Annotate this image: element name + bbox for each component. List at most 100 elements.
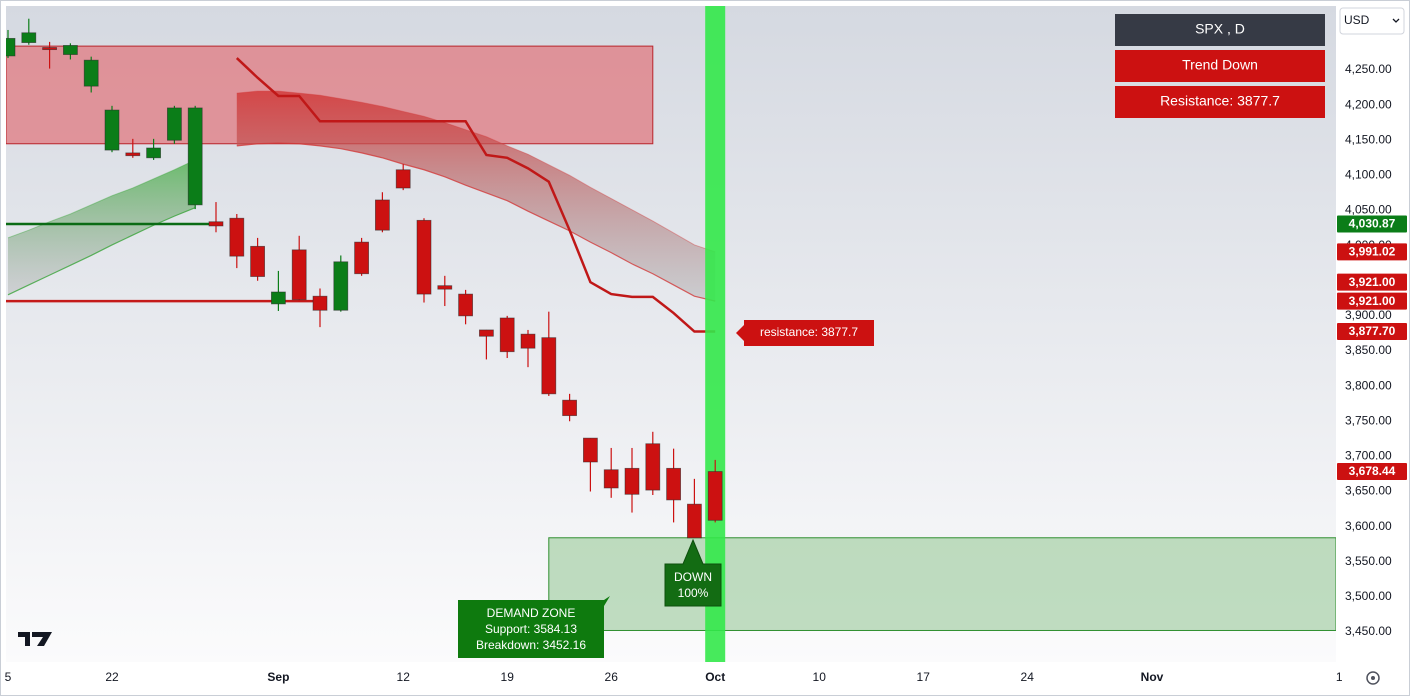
cloud-edge [236,142,716,302]
y-tick-label: 3,550.00 [1345,554,1392,568]
currency-label: USD [1344,13,1370,27]
x-tick-label: 17 [917,670,931,684]
price-tag-label: 3,877.70 [1349,324,1396,338]
x-tick-label: Nov [1141,670,1164,684]
settings-icon[interactable] [1366,671,1380,685]
candle-body [21,32,37,44]
settings-icon-center [1371,676,1375,680]
candle-body [270,291,286,305]
candle-body [478,329,494,337]
candle-body [437,285,453,290]
y-tick-label: 4,250.00 [1345,62,1392,76]
x-tick-label: 10 [813,670,827,684]
y-tick-label: 3,650.00 [1345,484,1392,498]
time-axis-background [1,662,1409,695]
signal-box [664,538,722,607]
y-tick-label: 3,600.00 [1345,519,1392,533]
signal-label: 100% [678,586,709,600]
candle-body [520,333,536,349]
candle-body [6,37,16,57]
logo [18,632,52,646]
chevron-icon [1392,18,1400,23]
x-tick-label: 22 [105,670,119,684]
x-tick-label: 1 [1336,670,1343,684]
candle-body [395,169,411,189]
candle-body [208,221,224,227]
price-tag [1337,292,1407,310]
cloud-edge [7,159,196,239]
candle-body [125,152,141,157]
y-tick-label: 3,800.00 [1345,378,1392,392]
candle-body [666,467,681,501]
trend-label: Trend Down [1182,57,1258,73]
x-tick-label: Oct [705,670,725,684]
resistance-line [235,57,716,333]
x-tick-label: 12 [397,670,411,684]
y-tick-label: 3,500.00 [1345,589,1392,603]
candle-body [374,199,390,231]
candle-body [562,399,577,417]
candle-body [541,337,557,395]
demand-zone-breakdown: Breakdown: 3452.16 [476,638,586,652]
candle-body [187,107,203,206]
price-tag-label: 3,678.44 [1349,464,1396,478]
candle-body [333,261,349,311]
resistance-callout-box [736,320,874,346]
candle-body [104,109,120,151]
price-tag-label: 3,921.00 [1349,275,1396,289]
trend-box [1115,50,1325,82]
y-tick-label: 3,900.00 [1345,308,1392,322]
cloud-edge [236,90,716,253]
symbol-label: SPX , D [1195,21,1245,37]
candle-body [229,217,245,257]
cloud-band [8,159,196,295]
signal-label: DOWN [674,570,712,584]
y-tick-label: 3,700.00 [1345,449,1392,463]
y-tick-label: 3,850.00 [1345,343,1392,357]
y-tick-label: 4,050.00 [1345,203,1392,217]
symbol-box [1115,14,1325,46]
resistance-callout: resistance: 3877.7 [760,325,858,339]
candle-body [354,241,370,275]
y-tick-label: 4,100.00 [1345,168,1392,182]
cloud-edge [7,207,196,296]
x-tick-label: 19 [501,670,515,684]
y-tick-label: 3,750.00 [1345,413,1392,427]
candle-body [83,59,99,87]
x-tick-label: 24 [1021,670,1035,684]
candle-body [42,47,57,51]
price-tag [1337,215,1407,233]
candle-body [687,503,702,539]
price-tag [1337,273,1407,291]
x-tick-label: Sep [267,670,289,684]
candle-body [146,147,162,159]
candle-body [499,317,515,353]
candle-body [458,293,474,317]
candle-body [583,437,598,463]
candle-body [645,443,661,491]
y-tick-label: 4,150.00 [1345,132,1392,146]
plot-area [6,6,1336,662]
cloud-band [236,91,716,302]
demand-zone-support: Support: 3584.13 [485,622,577,636]
resistance-box [1115,86,1325,118]
candle-body [291,249,307,301]
price-tag-label: 4,030.87 [1349,217,1396,231]
y-tick-label: 3,450.00 [1345,624,1392,638]
candle-body [707,471,723,521]
candle-body [63,45,78,55]
candle-body [166,107,182,141]
price-tag [1337,463,1407,481]
price-axis-background [1336,36,1409,662]
overlay: SPX , D Trend Down Resistance: 3877.7 re… [18,7,1405,685]
candle-body [312,295,328,311]
currency-selector[interactable] [1339,7,1405,35]
demand-zone-title: DEMAND ZONE [487,606,576,620]
demand-zone-box [458,596,610,658]
y-tick-label: 4,200.00 [1345,97,1392,111]
x-tick-label: 26 [605,670,619,684]
price-tag [1337,323,1407,341]
candle-body [603,469,619,489]
